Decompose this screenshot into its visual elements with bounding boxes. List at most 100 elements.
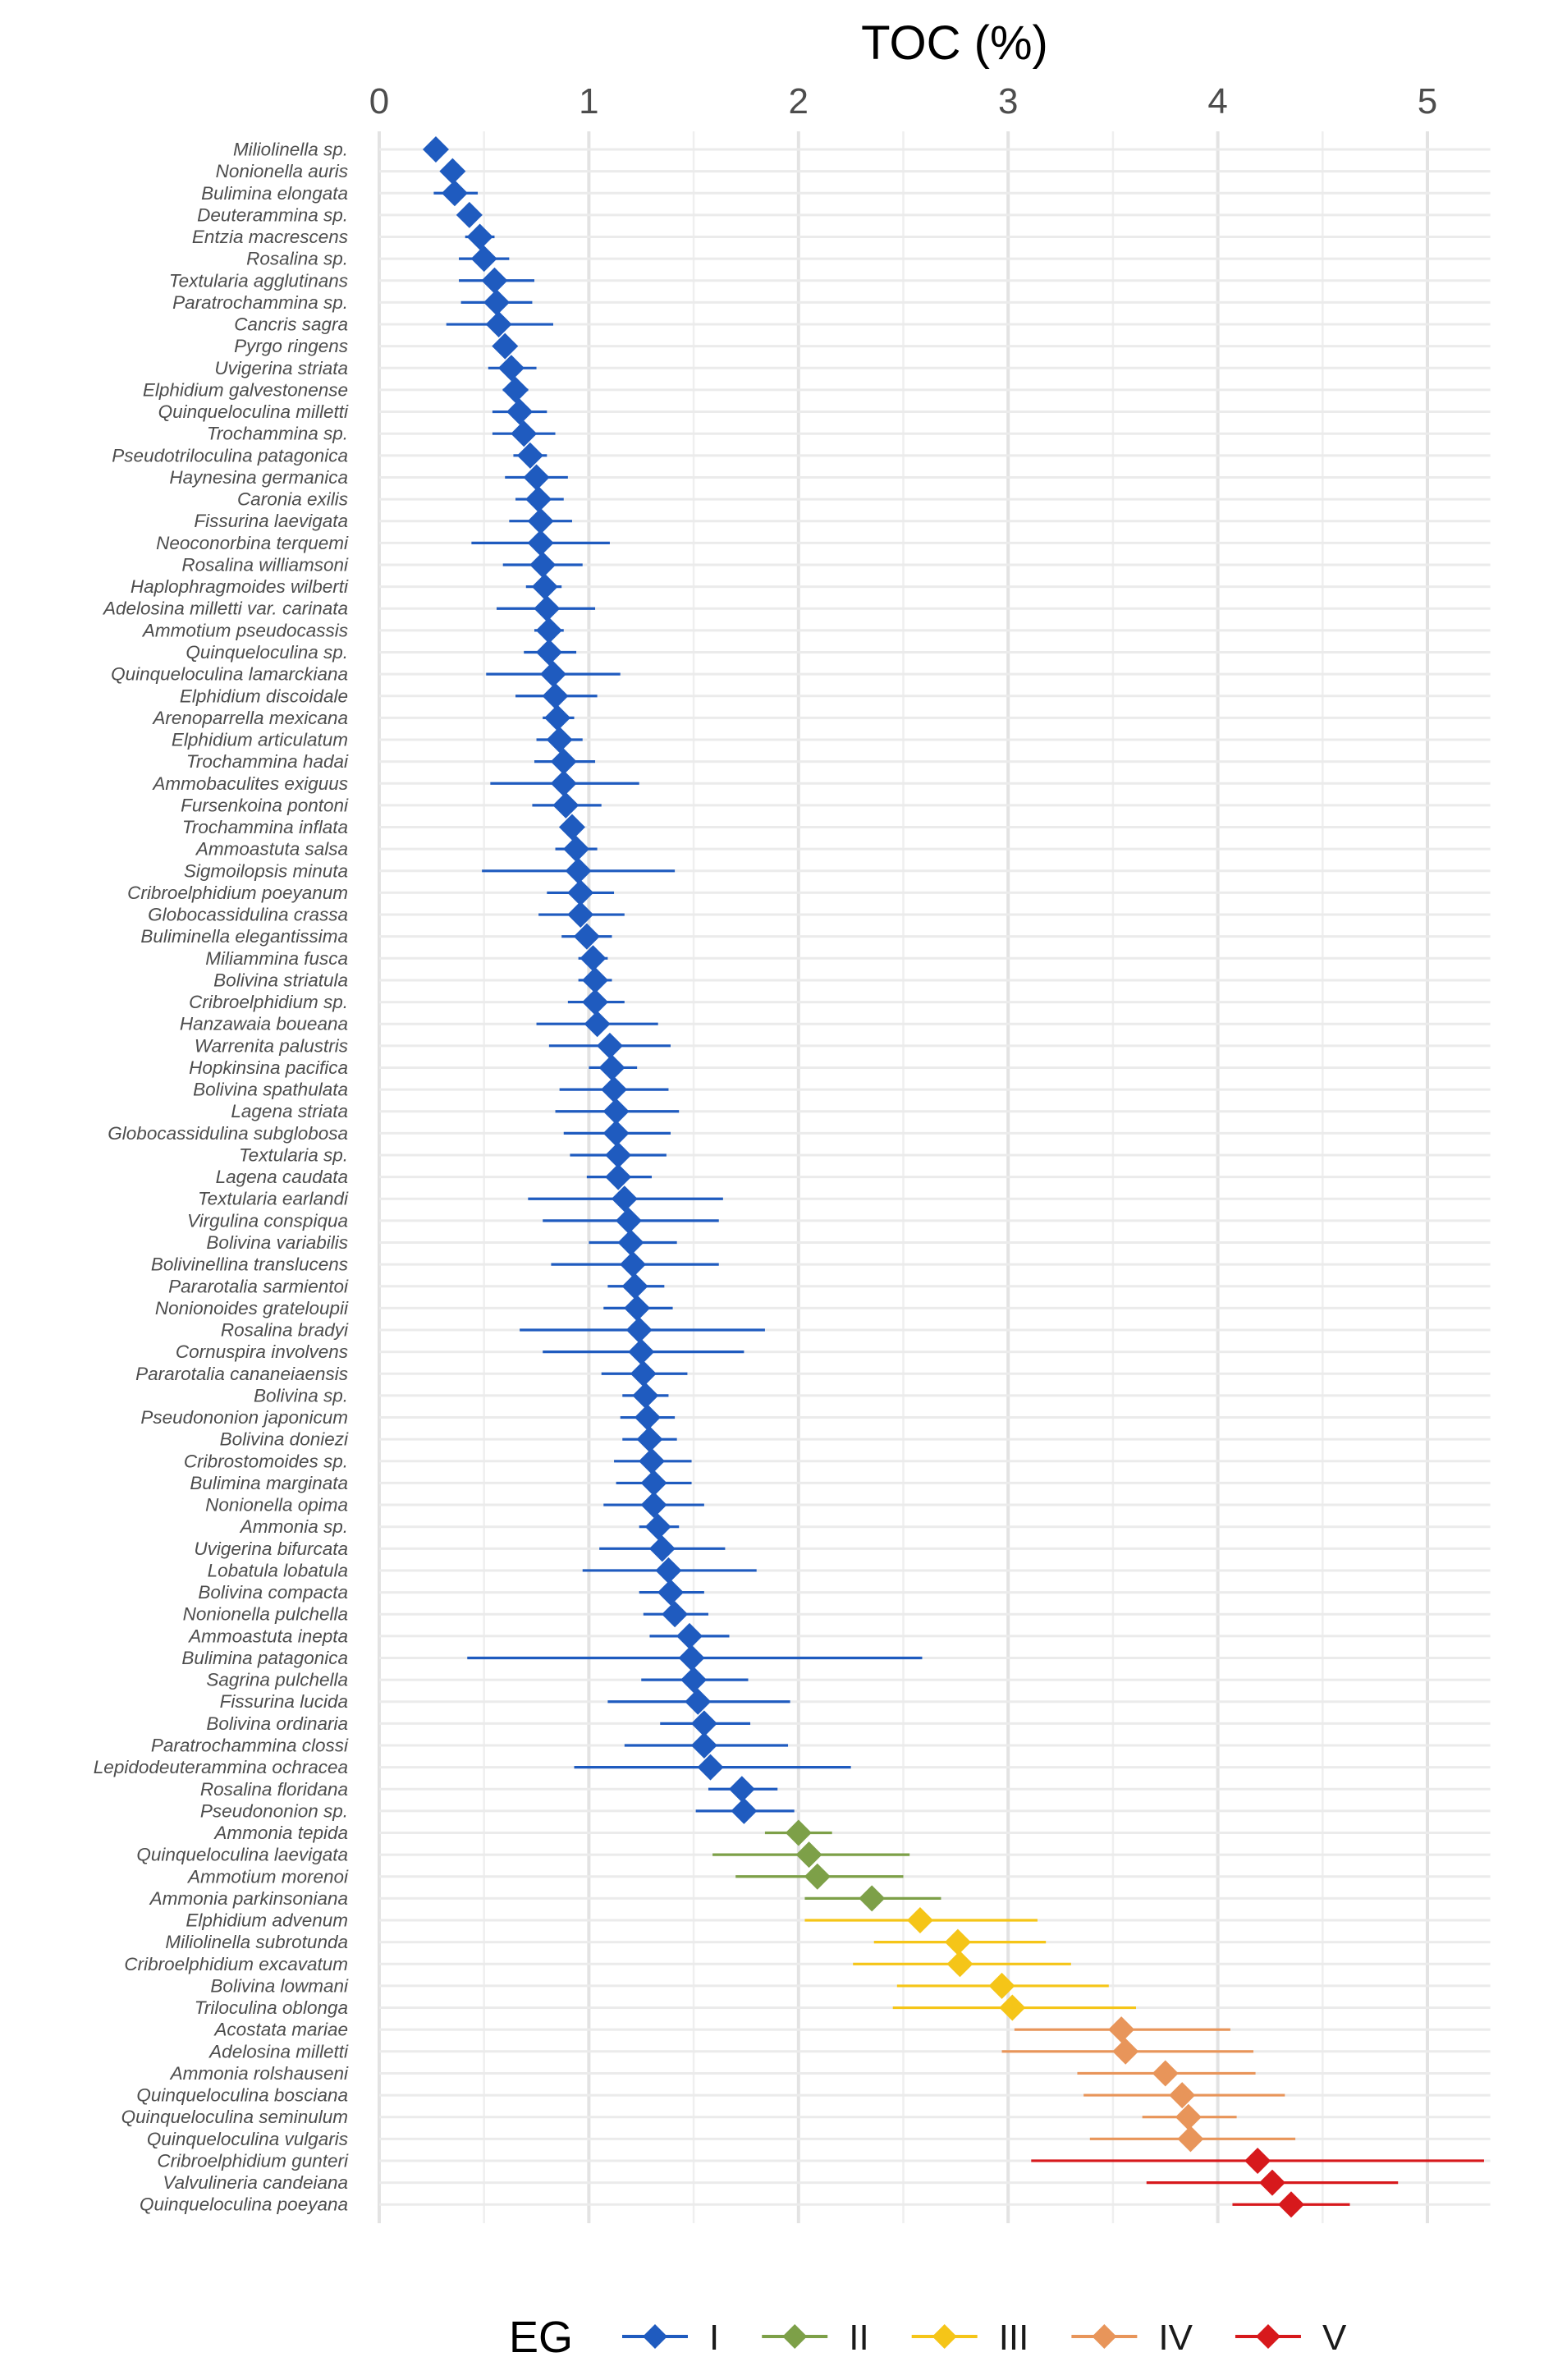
data-point: [648, 1535, 676, 1562]
data-point: [630, 1360, 657, 1387]
species-label: Bulimina elongata: [201, 183, 348, 204]
species-label: Cornuspira involvens: [176, 1341, 348, 1362]
data-point: [511, 420, 538, 447]
data-point: [535, 639, 562, 666]
x-axis-ticks: 0 1 2 3 4 5: [369, 81, 1437, 122]
data-point: [624, 1295, 651, 1322]
x-tick-label: 2: [789, 81, 809, 122]
species-label: Buliminella elegantissima: [140, 926, 348, 947]
data-point: [422, 136, 449, 163]
legend-key-diamond: [1255, 2324, 1280, 2349]
species-label: Cancris sagra: [234, 314, 348, 335]
data-point: [988, 1972, 1015, 1999]
species-label: Rosalina floridana: [200, 1779, 348, 1800]
species-label: Bolivina variabilis: [206, 1232, 348, 1253]
species-label: Paratrochammina clossi: [151, 1735, 349, 1755]
legend-key-diamond: [932, 2324, 957, 2349]
species-label: Bulimina patagonica: [181, 1648, 348, 1668]
species-label: Cribroelphidium gunteri: [157, 2150, 349, 2171]
data-point: [601, 1076, 628, 1103]
data-point: [552, 791, 580, 819]
data-point: [634, 1404, 661, 1431]
data-point: [483, 289, 511, 316]
data-point: [617, 1229, 644, 1256]
species-label: Bolivinellina translucens: [151, 1254, 348, 1275]
legend-entry-label: V: [1322, 2318, 1347, 2358]
species-label: Elphidium advenum: [186, 1910, 348, 1931]
species-label: Quinqueloculina vulgaris: [147, 2129, 348, 2149]
species-label: Nonionella pulchella: [183, 1604, 348, 1625]
species-label: Caronia exilis: [237, 489, 348, 510]
data-point: [502, 376, 529, 403]
species-label: Trochammina hadai: [186, 751, 349, 772]
data-point: [544, 704, 571, 731]
species-label: Miliolinella sp.: [233, 140, 348, 160]
data-point: [804, 1863, 831, 1890]
data-point: [527, 507, 554, 534]
data-point: [625, 1317, 653, 1344]
species-label: Elphidium discoidale: [180, 686, 348, 706]
data-point: [697, 1754, 724, 1781]
species-label: Textularia agglutinans: [169, 270, 348, 291]
species-label: Lobatula lobatula: [208, 1560, 348, 1580]
species-label: Deuterammina sp.: [197, 204, 348, 225]
species-label: Ammotium morenoi: [186, 1866, 349, 1887]
species-label: Lagena striata: [231, 1101, 348, 1121]
data-point: [944, 1928, 971, 1956]
species-label: Neoconorbina terquemi: [156, 533, 349, 553]
data-point: [1108, 2016, 1135, 2043]
data-point: [785, 1819, 812, 1846]
legend-entry-label: IV: [1158, 2318, 1193, 2358]
species-label: Elphidium articulatum: [172, 730, 348, 750]
x-tick-label: 4: [1207, 81, 1227, 122]
species-label: Paratrochammina sp.: [172, 292, 348, 313]
data-point: [1152, 2060, 1179, 2087]
species-label: Rosalina sp.: [246, 249, 348, 269]
data-point: [596, 1032, 623, 1059]
species-label: Globocassidulina subglobosa: [108, 1123, 348, 1144]
data-point: [542, 682, 569, 709]
species-label: Globocassidulina crassa: [148, 905, 348, 925]
data-point: [605, 1163, 632, 1190]
data-point: [492, 332, 519, 360]
species-label: Pseudononion japonicum: [140, 1407, 348, 1428]
data-point: [632, 1382, 659, 1409]
species-label: Nonionoides grateloupii: [155, 1298, 349, 1318]
species-label: Hanzawaia boueana: [180, 1014, 348, 1034]
data-point: [1169, 2082, 1196, 2109]
species-label: Ammonia rolshauseni: [169, 2063, 349, 2084]
species-label: Bolivina striatula: [213, 970, 348, 990]
data-point: [497, 355, 525, 382]
species-label: Miliammina fusca: [205, 948, 348, 969]
data-point: [506, 398, 534, 425]
data-point: [441, 180, 468, 207]
x-tick-label: 3: [998, 81, 1018, 122]
data-point: [1175, 2103, 1202, 2130]
data-point: [1177, 2125, 1204, 2153]
data-point: [728, 1776, 755, 1803]
data-point: [636, 1426, 663, 1453]
x-tick-label: 1: [579, 81, 598, 122]
legend: EG I II III IV V: [509, 2313, 1347, 2362]
species-label: Pararotalia sarmientoi: [168, 1276, 349, 1296]
species-label: Adelosina milletti: [208, 2041, 349, 2061]
species-label: Bolivina lowmani: [210, 1975, 349, 1996]
species-label: Fissurina lucida: [220, 1691, 348, 1712]
species-label: Entzia macrescens: [192, 227, 348, 247]
species-label: Quinqueloculina lamarckiana: [111, 664, 348, 685]
species-label: Bolivina doniezi: [220, 1429, 349, 1450]
species-label: Virgulina conspiqua: [187, 1210, 348, 1231]
data-points: [422, 136, 1304, 2218]
data-point: [685, 1688, 712, 1715]
species-label: Triloculina oblonga: [195, 1997, 348, 2018]
data-point: [580, 945, 607, 972]
data-point: [546, 727, 573, 754]
legend-entry-label: II: [849, 2318, 868, 2358]
data-point: [534, 595, 561, 622]
data-point: [456, 201, 483, 228]
data-point: [485, 311, 512, 338]
species-label: Trochammina inflata: [182, 817, 348, 837]
data-point: [657, 1579, 685, 1606]
species-label: Lagena caudata: [216, 1167, 348, 1187]
